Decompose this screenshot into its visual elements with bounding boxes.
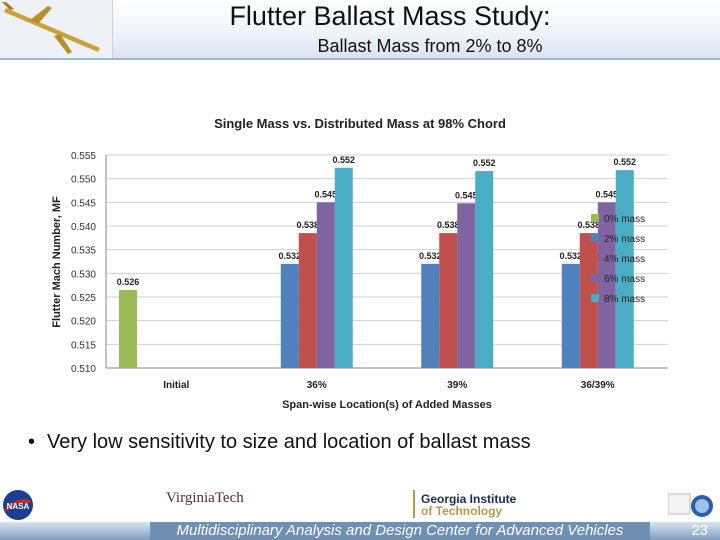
- y-tick-label: 0.540: [71, 222, 96, 233]
- data-label: 0.532: [278, 251, 301, 261]
- bullet-icon: •: [28, 431, 36, 453]
- y-tick-label: 0.555: [71, 151, 96, 162]
- x-tick-label: 39%: [447, 380, 467, 391]
- header-divider: [0, 58, 720, 60]
- data-label: 0.526: [117, 277, 140, 287]
- y-tick-label: 0.515: [71, 340, 96, 351]
- legend-label: 8% mass: [604, 294, 645, 305]
- bar: [561, 263, 580, 368]
- bar: [119, 289, 137, 368]
- legend-label: 0% mass: [604, 214, 645, 225]
- y-tick-label: 0.545: [71, 198, 96, 209]
- bar: [298, 233, 317, 368]
- page-number: 23: [691, 522, 708, 539]
- data-label: 0.532: [559, 251, 582, 261]
- georgia-tech-logo: Georgia Institute of Technology: [413, 490, 533, 518]
- chart-title: Single Mass vs. Distributed Mass at 98% …: [214, 116, 506, 131]
- bar: [334, 167, 353, 368]
- data-label: 0.545: [455, 190, 478, 200]
- x-axis-label: Span-wise Location(s) of Added Masses: [282, 399, 492, 411]
- y-tick-label: 0.550: [71, 175, 96, 186]
- y-tick-label: 0.535: [71, 246, 96, 257]
- legend-swatch: [591, 234, 599, 242]
- bar: [280, 263, 299, 368]
- data-label: 0.552: [473, 158, 496, 168]
- legend-swatch: [591, 274, 599, 282]
- legend-swatch: [591, 294, 599, 302]
- y-tick-label: 0.525: [71, 293, 96, 304]
- bullet-point: • Very low sensitivity to size and locati…: [28, 431, 531, 454]
- data-label: 0.532: [419, 251, 442, 261]
- georgia-tech-line2: of Technology: [421, 504, 503, 518]
- data-label: 0.538: [296, 220, 319, 230]
- slide-subtitle: Ballast Mass from 2% to 8%: [317, 36, 543, 56]
- x-tick-label: 36/39%: [581, 380, 615, 391]
- data-label: 0.538: [577, 220, 600, 230]
- aircraft-icon: [0, 0, 113, 58]
- seal-logo: [667, 492, 714, 520]
- legend-label: 4% mass: [604, 254, 645, 265]
- x-tick-label: 36%: [307, 380, 327, 391]
- georgia-tech-line1: Georgia Institute: [421, 492, 517, 506]
- bar: [421, 263, 440, 368]
- y-tick-label: 0.520: [71, 317, 96, 328]
- x-tick-label: Initial: [163, 380, 189, 391]
- data-label: 0.545: [595, 189, 618, 199]
- bullet-text: Very low sensitivity to size and locatio…: [47, 431, 531, 453]
- aircraft-icon-graphic: [2, 2, 100, 54]
- data-label: 0.545: [314, 189, 337, 199]
- svg-text:NASA: NASA: [7, 502, 30, 511]
- y-axis-label: Flutter Mach Number, MF: [51, 196, 63, 328]
- footer-text: Multidisciplinary Analysis and Design Ce…: [150, 522, 650, 540]
- header-band: [0, 0, 720, 58]
- bar: [457, 203, 476, 368]
- bar: [439, 233, 458, 368]
- data-label: 0.538: [437, 220, 460, 230]
- bar: [316, 202, 335, 368]
- legend-swatch: [591, 254, 599, 262]
- bar: [579, 233, 598, 368]
- virginia-tech-logo: VirginiaTech: [166, 490, 244, 506]
- data-label: 0.552: [613, 157, 636, 167]
- bar: [615, 170, 634, 368]
- y-tick-label: 0.510: [71, 364, 96, 375]
- y-tick-label: 0.530: [71, 269, 96, 280]
- legend-swatch: [591, 214, 599, 222]
- bar: [597, 202, 616, 368]
- slide-title: Flutter Ballast Mass Study:: [229, 1, 551, 31]
- legend-label: 6% mass: [604, 274, 645, 285]
- bar: [475, 171, 494, 368]
- bar-chart: Single Mass vs. Distributed Mass at 98% …: [51, 116, 668, 411]
- data-label: 0.552: [332, 155, 355, 165]
- nasa-logo: NASA: [3, 490, 33, 520]
- legend-label: 2% mass: [604, 234, 645, 245]
